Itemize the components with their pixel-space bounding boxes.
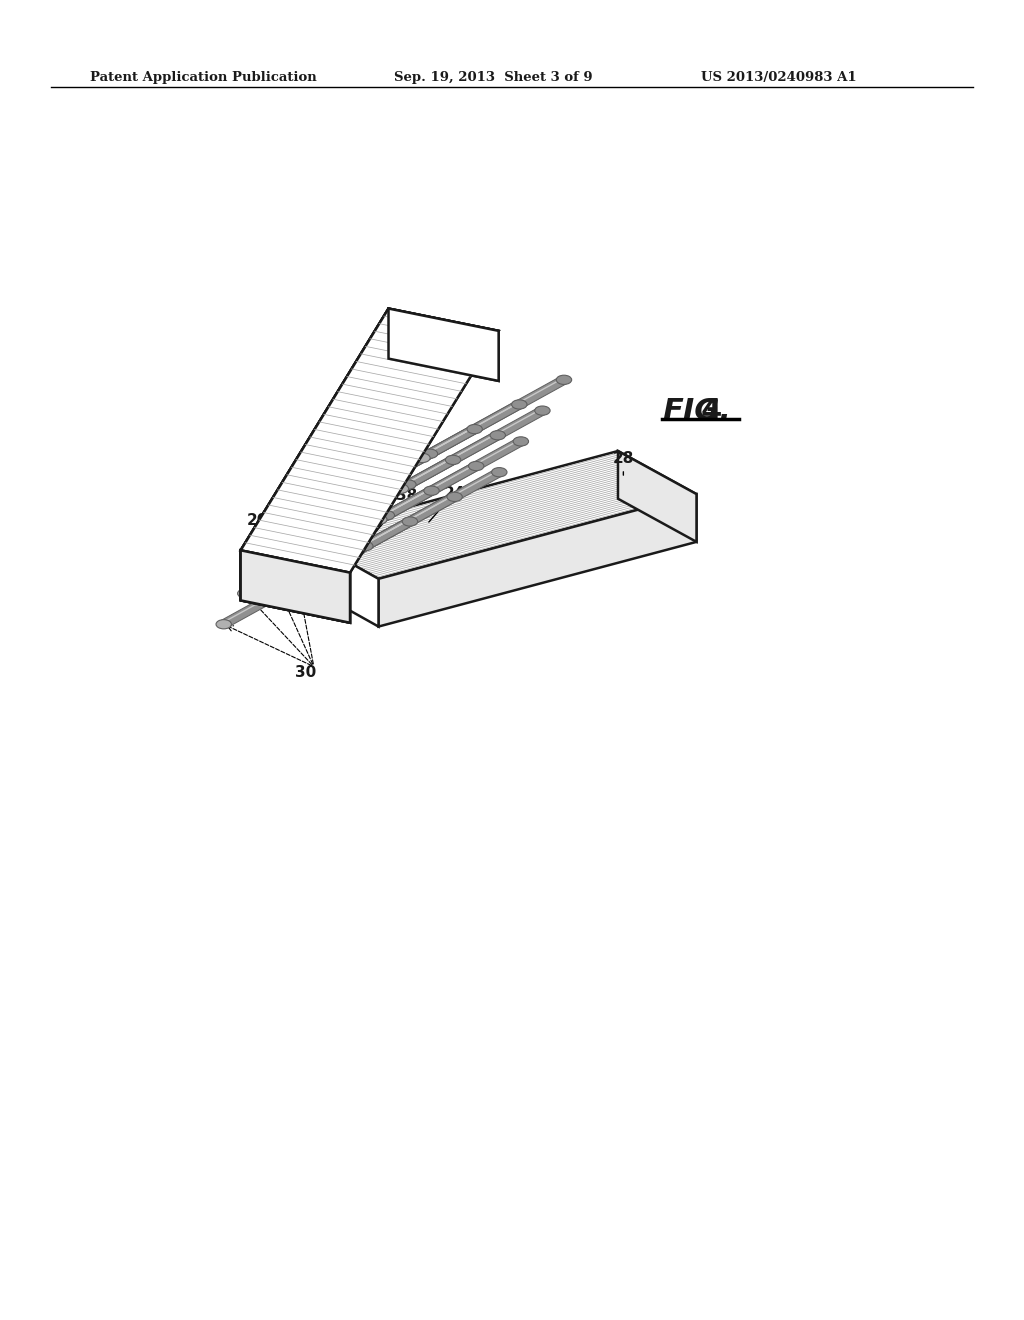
Ellipse shape: [424, 486, 439, 495]
Polygon shape: [388, 309, 499, 381]
Ellipse shape: [556, 375, 571, 384]
Ellipse shape: [261, 595, 276, 605]
Ellipse shape: [490, 430, 506, 440]
Ellipse shape: [469, 462, 484, 471]
Ellipse shape: [512, 400, 527, 409]
Ellipse shape: [393, 484, 409, 494]
Ellipse shape: [283, 564, 298, 573]
Text: Sep. 19, 2013  Sheet 3 of 9: Sep. 19, 2013 Sheet 3 of 9: [394, 71, 593, 84]
Polygon shape: [355, 469, 502, 554]
Ellipse shape: [379, 511, 394, 520]
Text: Patent Application Publication: Patent Application Publication: [90, 71, 316, 84]
Polygon shape: [241, 550, 350, 623]
Polygon shape: [241, 550, 350, 623]
Polygon shape: [617, 451, 696, 543]
Ellipse shape: [305, 570, 321, 579]
Text: 30: 30: [296, 665, 316, 680]
Ellipse shape: [370, 478, 385, 487]
Polygon shape: [288, 487, 434, 573]
Ellipse shape: [327, 540, 342, 549]
Polygon shape: [311, 492, 457, 579]
Ellipse shape: [445, 455, 461, 465]
Ellipse shape: [238, 589, 253, 598]
Polygon shape: [264, 480, 411, 566]
Ellipse shape: [535, 407, 550, 416]
Ellipse shape: [281, 527, 296, 536]
Polygon shape: [377, 437, 523, 524]
Ellipse shape: [350, 545, 366, 554]
Ellipse shape: [402, 517, 418, 527]
Text: 4: 4: [700, 397, 722, 426]
Polygon shape: [241, 309, 499, 573]
Polygon shape: [379, 494, 696, 627]
Polygon shape: [241, 550, 350, 623]
Ellipse shape: [422, 449, 437, 458]
Text: FIG.: FIG.: [662, 397, 731, 426]
Polygon shape: [301, 536, 379, 627]
Ellipse shape: [415, 453, 430, 462]
Text: US 2013/0240983 A1: US 2013/0240983 A1: [701, 71, 857, 84]
Polygon shape: [388, 309, 499, 381]
Ellipse shape: [259, 558, 274, 568]
Polygon shape: [266, 517, 413, 603]
Ellipse shape: [216, 619, 231, 628]
Ellipse shape: [513, 437, 528, 446]
Text: 20: 20: [247, 512, 318, 564]
Ellipse shape: [357, 541, 373, 550]
Polygon shape: [286, 450, 432, 536]
Polygon shape: [241, 309, 499, 573]
Polygon shape: [241, 309, 388, 601]
Polygon shape: [243, 511, 389, 598]
Polygon shape: [309, 455, 456, 543]
Polygon shape: [420, 376, 566, 462]
Ellipse shape: [467, 425, 482, 434]
Ellipse shape: [400, 480, 416, 490]
Polygon shape: [354, 432, 500, 517]
Polygon shape: [331, 425, 477, 511]
Ellipse shape: [348, 508, 364, 517]
Ellipse shape: [326, 503, 341, 512]
Ellipse shape: [372, 515, 387, 524]
Polygon shape: [333, 462, 478, 548]
Ellipse shape: [492, 467, 507, 477]
Text: 28: 28: [612, 451, 634, 475]
Polygon shape: [221, 543, 368, 628]
Polygon shape: [241, 550, 350, 623]
Polygon shape: [301, 451, 696, 578]
Polygon shape: [398, 407, 545, 492]
Polygon shape: [376, 400, 521, 487]
Ellipse shape: [446, 492, 462, 502]
Text: 38: 38: [371, 488, 417, 537]
Polygon shape: [241, 309, 388, 601]
Text: 24: 24: [429, 486, 465, 521]
Ellipse shape: [304, 533, 319, 543]
